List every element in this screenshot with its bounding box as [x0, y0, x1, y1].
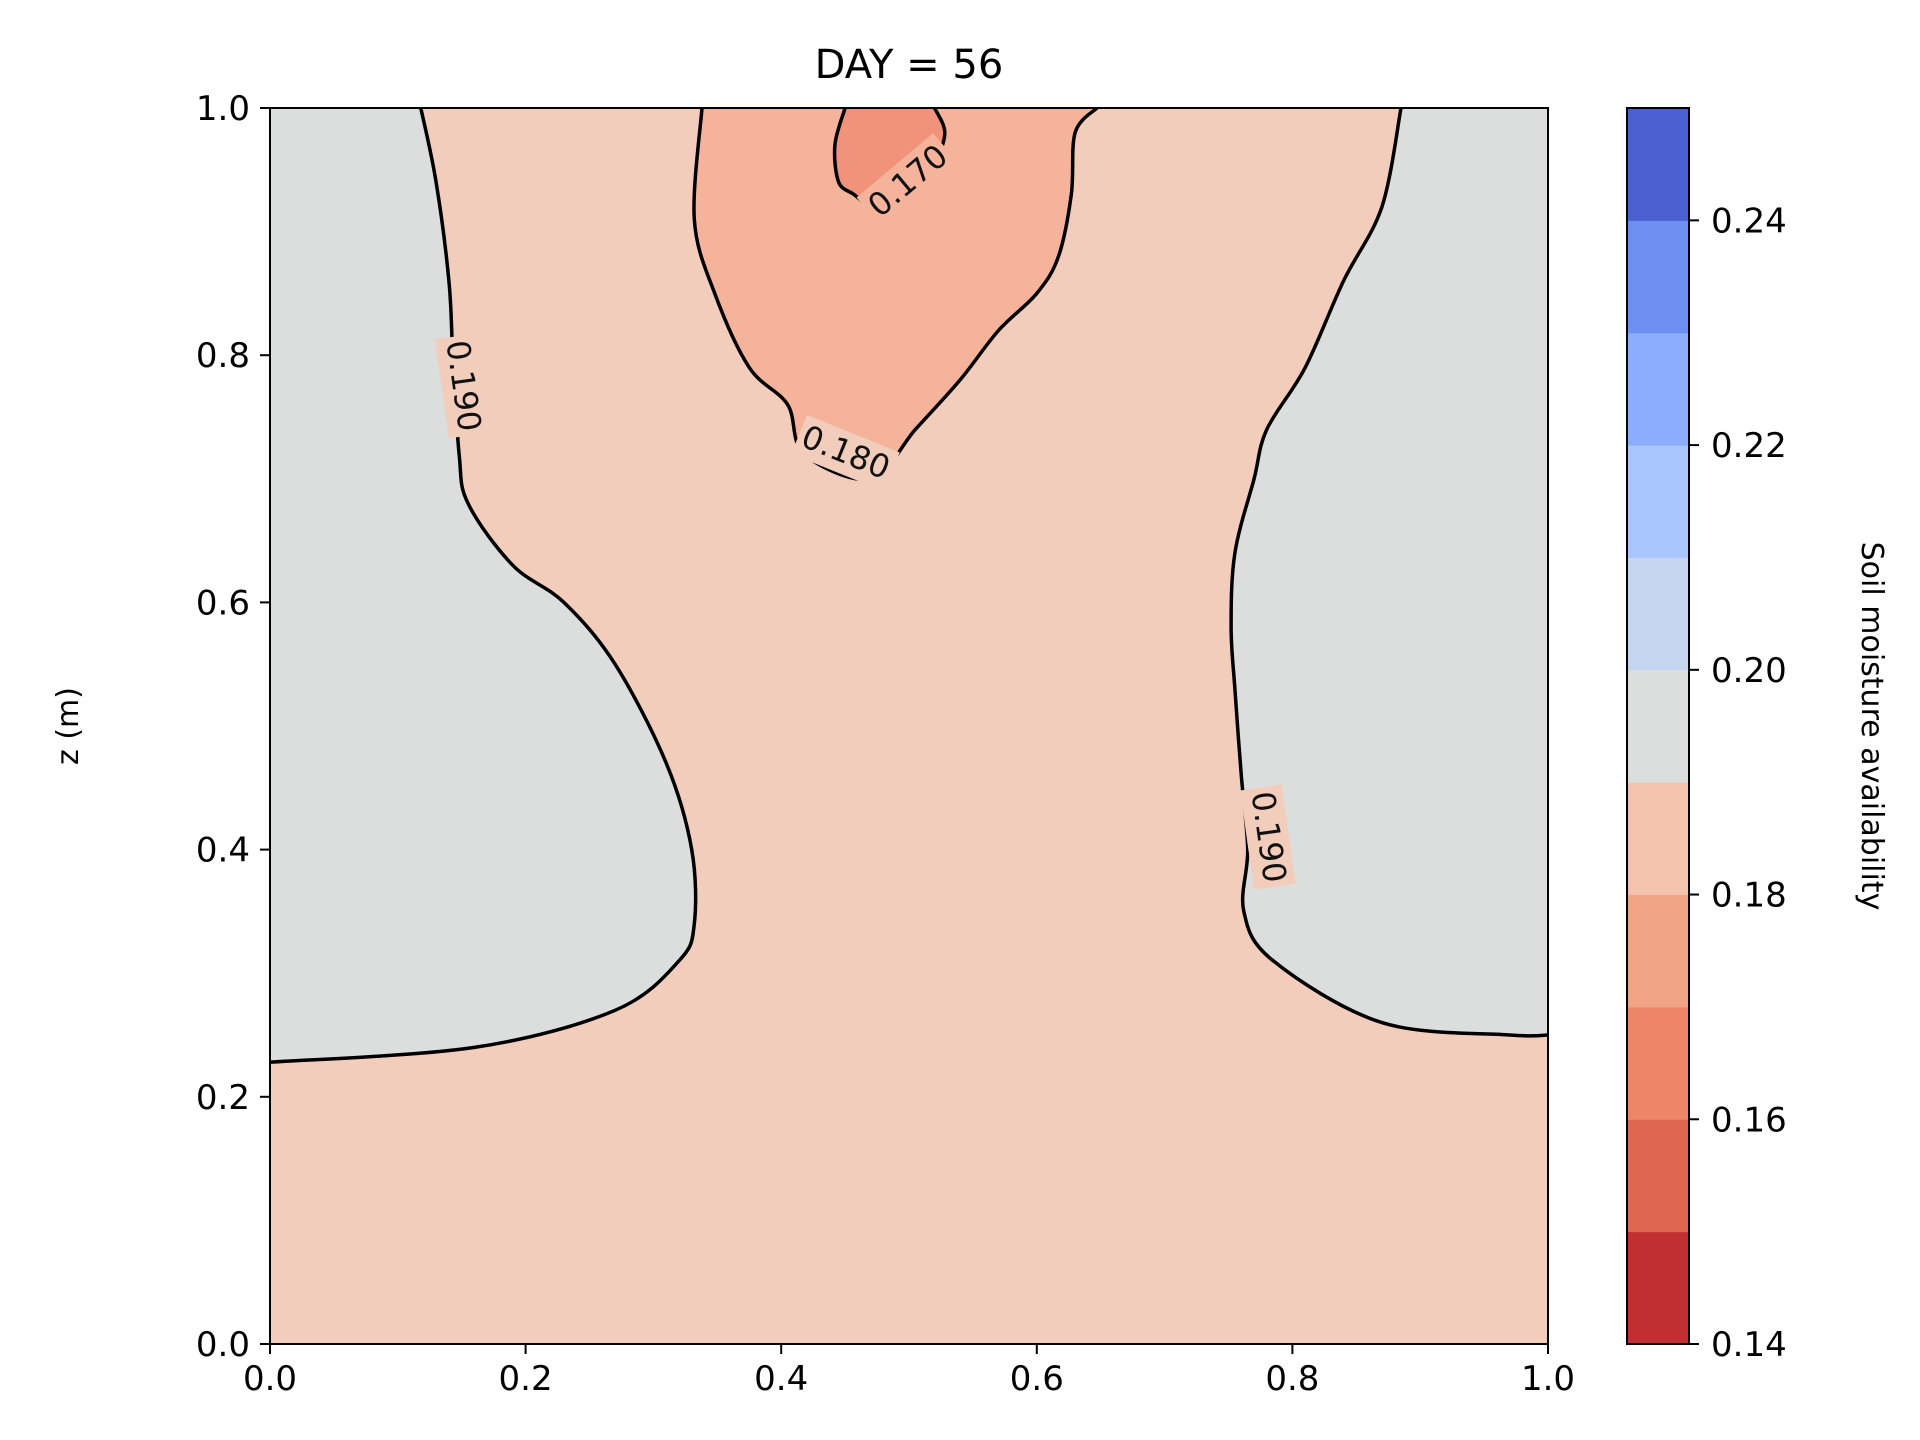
x-tick-label: 0.4	[754, 1359, 808, 1399]
contour-label-bg	[856, 133, 961, 230]
colorbar-band	[1627, 220, 1689, 334]
y-tick-label: 0.4	[196, 831, 250, 871]
colorbar-band	[1627, 1119, 1689, 1233]
colorbar-band	[1627, 1006, 1689, 1120]
contour-label-bg	[791, 414, 900, 492]
x-axis: 0.0 0.2 0.4 0.6 0.8 1.0	[243, 1344, 1575, 1399]
x-tick-label: 0.8	[1265, 1359, 1319, 1399]
plot-frame	[269, 107, 1549, 1345]
colorbar-label: Soil moisture availability	[1854, 542, 1889, 911]
colorbar-tick-label: 0.18	[1711, 876, 1787, 916]
x-tick-label: 1.0	[1521, 1359, 1575, 1399]
chart-title: DAY = 56	[815, 42, 1004, 88]
dry-region-0-180	[693, 108, 1097, 480]
colorbar-band	[1627, 1231, 1689, 1345]
y-tick-label: 0.6	[196, 583, 250, 623]
left-moist-region	[270, 108, 696, 1063]
x-tick-label: 0.0	[243, 1359, 297, 1399]
y-tick-label: 0.8	[196, 336, 250, 376]
y-axis-label: z (m)	[51, 687, 86, 765]
colorbar-tick-label: 0.16	[1711, 1100, 1787, 1140]
contour-label-bg	[1240, 784, 1296, 890]
colorbar-band	[1627, 445, 1689, 558]
colorbar-frame	[1626, 107, 1690, 1345]
contour-label-bg	[434, 333, 491, 439]
y-axis: 0.0 0.2 0.4 0.6 0.8 1.0	[196, 89, 270, 1365]
colorbar-band	[1627, 557, 1689, 671]
colorbar-band	[1627, 669, 1689, 783]
x-tick-label: 0.6	[1010, 1359, 1064, 1399]
y-tick-label: 0.0	[196, 1325, 250, 1365]
colorbar-band	[1627, 894, 1689, 1008]
contour-line-3	[692, 108, 1099, 482]
y-tick-label: 0.2	[196, 1078, 250, 1118]
right-moist-region	[1231, 108, 1548, 1036]
colorbar-tick-label: 0.20	[1711, 651, 1787, 691]
colorbar-tick-label: 0.22	[1711, 426, 1787, 466]
contour-line-2	[1229, 108, 1548, 1038]
colorbar: 0.14 0.16 0.18 0.20 0.22 0.24	[1627, 108, 1787, 1365]
colorbar-band	[1627, 782, 1689, 896]
colorbar-band	[1627, 108, 1689, 221]
colorbar-tick-label: 0.24	[1711, 201, 1787, 241]
y-tick-label: 1.0	[196, 89, 250, 129]
colorbar-tick-label: 0.14	[1711, 1325, 1787, 1365]
colorbar-band	[1627, 332, 1689, 446]
contour-line-1	[270, 108, 698, 1064]
x-tick-label: 0.2	[499, 1359, 553, 1399]
